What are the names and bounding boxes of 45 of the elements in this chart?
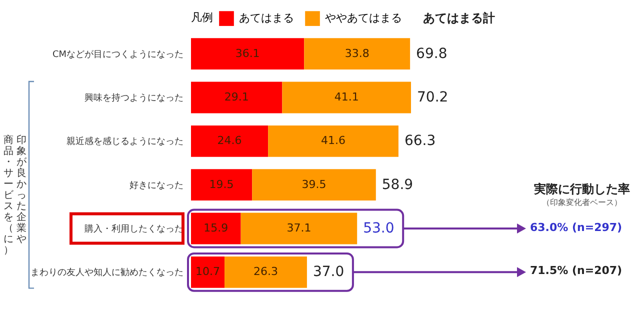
y-tick-label: 好きになった	[130, 180, 184, 191]
y-tick-label: まわりの友人や知人に勧めたくなった	[30, 267, 184, 278]
text: 実際に行動した率	[534, 180, 630, 198]
data-label: 41.6	[321, 134, 346, 148]
bar	[224, 256, 307, 288]
bar	[191, 256, 225, 288]
data-label: 19.5	[209, 178, 234, 191]
text: あてはまる計	[423, 10, 495, 27]
text: （印象変化者ベース）	[542, 196, 622, 208]
data-label: 37.1	[286, 222, 312, 234]
bar	[304, 38, 410, 70]
bar	[191, 212, 241, 244]
legend-label: あてはまる	[239, 12, 294, 25]
y-tick-label: CMなどが目につくようになった	[52, 50, 184, 60]
y-tick-label: 興味を持つようになった	[84, 92, 184, 104]
y-tick-label: 親近感を感じるようになった	[66, 136, 184, 148]
data-label: 15.9	[204, 222, 228, 234]
legend-label: ややあてはまる	[325, 12, 402, 25]
bar	[268, 125, 398, 157]
total-label: 70.2	[417, 90, 448, 106]
total-label: 53.0	[363, 220, 394, 236]
data-label: 36.1	[235, 46, 260, 60]
total-label: 37.0	[312, 264, 344, 280]
bar	[252, 169, 376, 201]
text: 63.0% (n=297)	[530, 220, 622, 234]
bar	[191, 169, 252, 201]
total-label: 69.8	[416, 46, 448, 62]
text: 71.5% (n=207)	[530, 264, 622, 278]
text: 商品・サービスを（に）	[4, 135, 14, 256]
data-label: 10.7	[196, 265, 220, 278]
bar	[191, 38, 304, 70]
bar	[240, 212, 358, 244]
bar	[282, 82, 411, 114]
data-label: 33.8	[344, 46, 370, 60]
bar	[191, 82, 282, 114]
total-label: 66.3	[404, 133, 436, 150]
data-label: 24.6	[217, 134, 242, 148]
total-label: 58.9	[382, 176, 414, 193]
data-label: 39.5	[302, 178, 326, 191]
data-label: 29.1	[224, 90, 249, 104]
legend-title: 凡例	[191, 11, 213, 24]
bar	[191, 125, 268, 157]
data-label: 26.3	[253, 265, 278, 278]
text: 印象が良かった企業や	[16, 135, 26, 245]
data-label: 41.1	[334, 90, 359, 104]
